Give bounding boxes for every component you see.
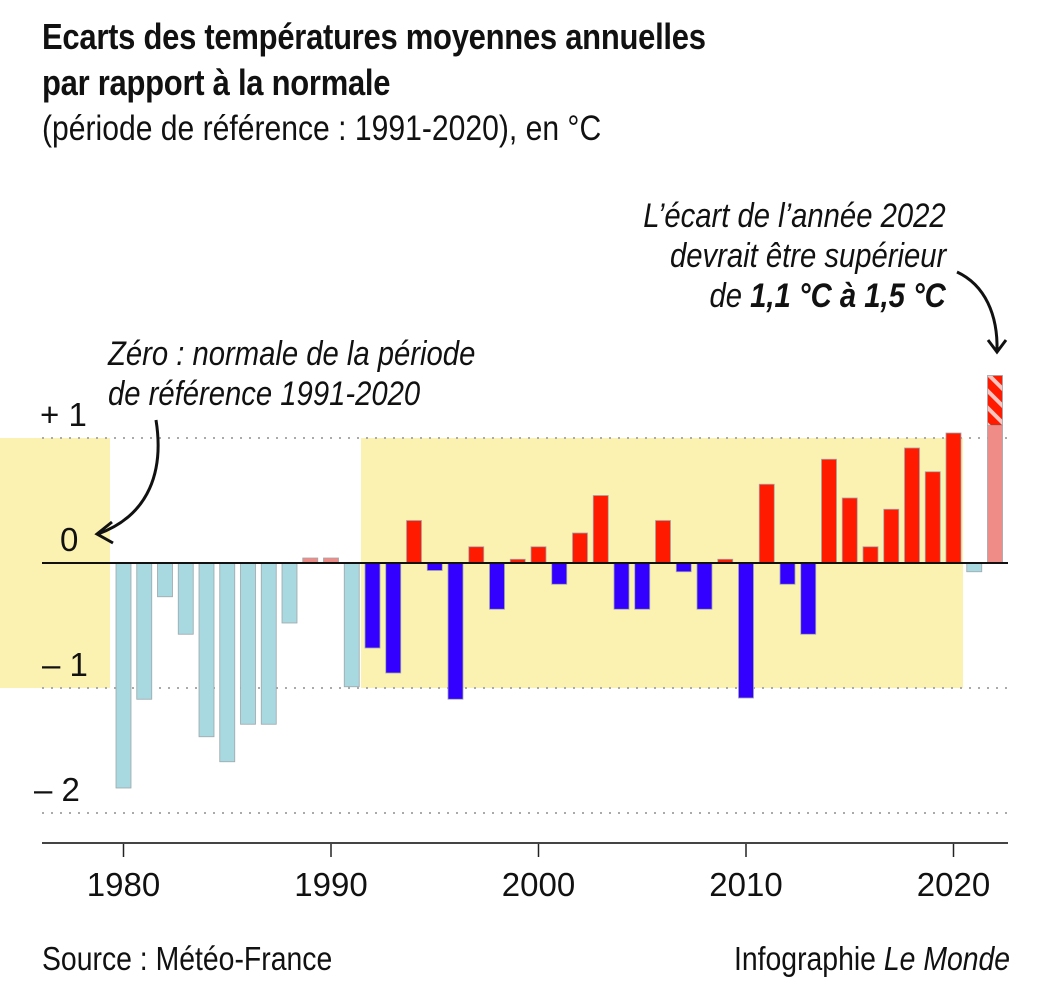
bar-1983 [177,562,194,635]
bar-1994 [406,520,422,564]
annotation-2022-line-1: L’écart de l’année 2022 [643,197,946,235]
bar-1995 [426,562,443,571]
bar-2005 [634,562,651,610]
bar-2011 [758,483,775,564]
subtitle-text: (période de référence : 1991-2020), en °… [42,109,602,148]
annotation-2022-line-3: de 1,1 °C à 1,5 °C [710,276,946,316]
bar-2019 [924,471,941,564]
credit-brand: Le Monde [883,940,1010,977]
chart-title: Ecarts des températures moyennes annuell… [42,14,814,106]
axes [42,562,1008,857]
bar-2010 [738,562,754,699]
x-tick-label: 2010 [709,866,783,903]
x-tick-label: 1990 [294,866,368,903]
bar-2016 [862,546,879,564]
bar-2014 [821,458,837,564]
bar-2022-estimate [987,375,1003,426]
bar-2002 [572,532,588,564]
annotation-2022-line-2: devrait être supérieur [669,237,946,275]
bar-1993 [385,562,402,674]
annotation-zero-line-2: de référence 1991-2020 [108,375,421,413]
y-tick-label: – 1 [42,646,88,683]
bar-1992 [364,562,381,649]
x-tick-label: 1980 [86,866,161,903]
bar-2018 [904,447,920,564]
bar-2000 [530,546,547,564]
y-tick-label: + 1 [40,396,87,433]
bar-1980 [115,562,132,789]
bar-1998 [489,562,505,610]
bar-2022 [987,425,1003,564]
credit-note: Infographie Le Monde [689,940,1010,978]
bar-1991 [343,562,360,688]
bar-2012 [779,562,796,585]
bar-2020 [945,432,962,564]
credit-prefix: Infographie [733,940,884,977]
bar-2007 [675,562,692,573]
annotation-zero-line-1: Zéro : normale de la période [108,335,476,373]
y-tick-label: – 2 [34,771,80,808]
title-line-2: par rapport à la normale [42,62,391,103]
credit-text: Infographie Le Monde [734,940,1010,978]
bar-2013 [800,562,817,635]
bar-2008 [696,562,713,610]
arrow-2022-icon [956,270,999,352]
x-tick-label: 2000 [501,866,576,903]
bar-2017 [883,508,900,564]
bar-2001 [551,562,568,585]
bar-1986 [240,562,256,725]
y-tick-label: 0 [60,521,79,558]
bar-1997 [468,546,485,564]
bar-1984 [198,562,215,738]
annotation-2022: L’écart de l’année 2022 devrait être sup… [594,196,946,316]
arrowhead-2022-icon [986,339,1008,355]
annotation-zero: Zéro : normale de la période de référenc… [108,334,535,414]
annotation-arrows [94,270,1008,545]
bar-1988 [281,562,298,624]
title-line-1: Ecarts des températures moyennes annuell… [42,16,706,57]
bar-1981 [136,562,153,700]
bar-1987 [260,562,277,725]
source-note: Source : Météo-France [42,940,379,978]
chart-subtitle: (période de référence : 1991-2020), en °… [42,106,692,152]
bar-2004 [613,562,630,610]
bar-1985 [219,562,236,763]
arrowhead-zero-icon [94,520,114,545]
bar-2006 [655,520,671,564]
source-text: Source : Météo-France [42,940,333,977]
bar-2003 [592,495,609,564]
bar-2021 [966,562,983,573]
annotation-2022-prefix: de [709,277,751,315]
x-tick-label: 2020 [916,866,991,903]
bar-2015 [841,497,858,564]
bar-1982 [157,562,173,598]
bar-1996 [447,562,464,700]
annotation-2022-range: 1,1 °C à 1,5 °C [750,277,946,315]
arrow-zero-icon [97,419,160,536]
bars [115,375,1003,789]
